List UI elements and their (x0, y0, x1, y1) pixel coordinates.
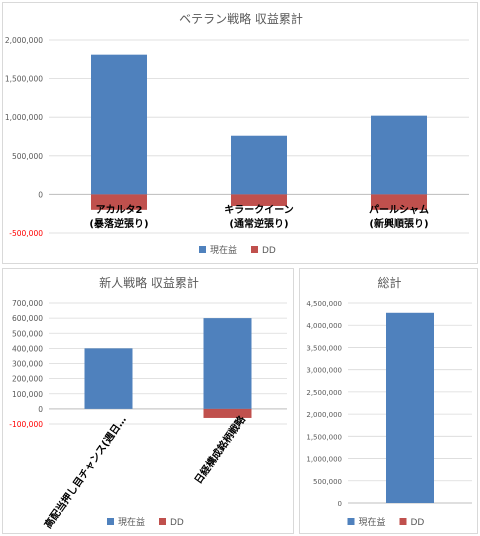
y-tick-label: 3,500,000 (306, 344, 342, 352)
legend-label-profit: 現在益 (210, 244, 237, 256)
y-tick-label: 500,000 (313, 478, 342, 486)
newcomer-strategy-chart: 新人戦略 収益累計 700,000 600,000 500,000 400,000 300… (2, 268, 294, 534)
veteran-chart-svg: ベテラン戦略 収益累計 2,000,000 1,500,000 1,000,000 50… (5, 11, 469, 256)
category-label: 高配当押し目チャンス(週日… (41, 413, 129, 530)
bar-profit (231, 135, 287, 195)
bar-profit (386, 312, 434, 503)
legend-swatch-profit (347, 518, 355, 525)
category-label: アカルタ2 (96, 204, 143, 216)
y-tick-label: 2,000,000 (306, 411, 342, 419)
legend-swatch-profit (199, 246, 206, 253)
total-chart: 総計 4,500,000 4,000,000 3,500,000 3,000,000 2,… (299, 268, 478, 534)
y-tick-label: 1,500,000 (306, 433, 342, 441)
bar-dd (203, 408, 252, 418)
y-tick-label: 0 (338, 500, 342, 508)
legend-label-profit: 現在益 (118, 516, 145, 528)
y-tick-label: 200,000 (12, 375, 43, 384)
bar-profit (203, 318, 252, 409)
chart-title: 総計 (377, 275, 401, 290)
bar-profit (371, 115, 427, 195)
bar-dd (231, 194, 287, 206)
y-tick-label: 400,000 (12, 344, 43, 353)
y-tick-label: 2,000,000 (5, 36, 43, 45)
newcomer-chart-svg: 新人戦略 収益累計 700,000 600,000 500,000 400,000 300… (9, 275, 287, 531)
y-tick-label: 0 (38, 405, 43, 414)
category-sublabel: (通常逆張り) (229, 217, 288, 230)
y-tick-label: 1,000,000 (306, 456, 342, 464)
y-tick-label: 100,000 (12, 390, 43, 399)
legend-swatch-profit (107, 518, 114, 525)
chart-title: ベテラン戦略 収益累計 (179, 11, 303, 26)
category-label: パールシャム (369, 204, 429, 216)
y-tick-label: 1,500,000 (5, 75, 43, 84)
y-tick-label: 500,000 (12, 329, 43, 338)
legend-label-dd: DD (170, 518, 184, 528)
legend-swatch-dd (251, 246, 258, 253)
bar-profit (84, 348, 133, 409)
bar-dd (91, 194, 147, 210)
category-label: 日経構成銘柄戦略 (191, 412, 248, 486)
total-chart-svg: 総計 4,500,000 4,000,000 3,500,000 3,000,000 2,… (306, 275, 472, 528)
chart-title: 新人戦略 収益累計 (99, 275, 199, 290)
bar-profit (91, 54, 147, 195)
category-sublabel: (新興順張り) (369, 217, 428, 230)
y-tick-label: 600,000 (12, 314, 43, 323)
bar-dd (371, 194, 427, 210)
y-tick-label: 1,000,000 (5, 113, 43, 122)
category-label: キラークイーン (224, 204, 294, 216)
y-tick-label: -100,000 (9, 420, 43, 429)
legend-label-profit: 現在益 (359, 516, 386, 528)
y-tick-label: 4,000,000 (306, 322, 342, 330)
y-tick-label: 0 (38, 190, 43, 199)
y-tick-label: 4,500,000 (306, 300, 342, 308)
category-sublabel: (暴落逆張り) (89, 217, 148, 230)
legend-label-dd: DD (411, 518, 425, 528)
y-tick-label: 3,000,000 (306, 367, 342, 375)
y-tick-label: 300,000 (12, 360, 43, 369)
veteran-strategy-chart: ベテラン戦略 収益累計 2,000,000 1,500,000 1,000,000 50… (2, 2, 478, 264)
y-tick-label: 500,000 (12, 152, 43, 161)
legend-label-dd: DD (262, 246, 276, 256)
legend-swatch-dd (399, 518, 407, 525)
y-tick-label: 700,000 (12, 299, 43, 308)
y-tick-label: 2,500,000 (306, 389, 342, 397)
y-tick-label: -500,000 (9, 229, 43, 238)
legend-swatch-dd (159, 518, 166, 525)
